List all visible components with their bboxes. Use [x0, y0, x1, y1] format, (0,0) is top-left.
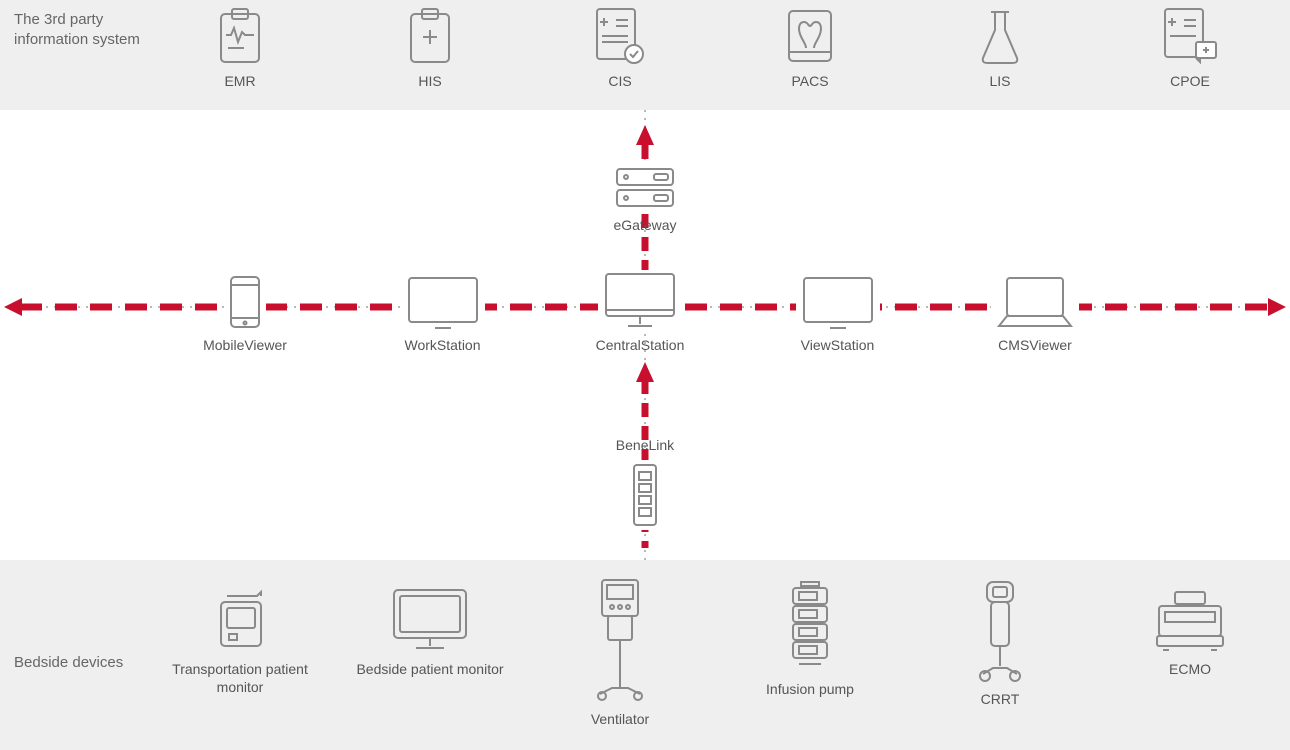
node-label: LIS: [989, 72, 1010, 90]
node-centralstation: CentralStation: [555, 270, 725, 354]
node-ventilator: Ventilator: [540, 574, 700, 728]
bottom-row: Transportation patient monitor Bedside p…: [160, 574, 1270, 728]
node-label: WorkStation: [405, 336, 481, 354]
node-cis: CIS: [540, 6, 700, 90]
emr-icon: [216, 6, 264, 66]
node-cmsviewer: CMSViewer: [950, 270, 1120, 354]
node-label: HIS: [418, 72, 441, 90]
node-label: Infusion pump: [766, 680, 854, 698]
node-label: CentralStation: [596, 336, 685, 354]
bottom-band-label: Bedside devices: [14, 653, 123, 673]
benelink-node: BeneLink: [0, 430, 1290, 530]
benelink-label: BeneLink: [616, 436, 674, 454]
monitor-icon: [796, 270, 880, 330]
node-transport: Transportation patient monitor: [160, 574, 320, 696]
node-ecmo: ECMO: [1110, 574, 1270, 678]
node-infusion: Infusion pump: [730, 574, 890, 698]
crrt-icon: [973, 574, 1027, 684]
cis-icon: [592, 6, 648, 66]
node-label: Ventilator: [591, 710, 649, 728]
node-bedside: Bedside patient monitor: [350, 574, 510, 678]
top-band-label: The 3rd party information system: [14, 10, 154, 49]
egateway-label: eGateway: [613, 216, 676, 234]
node-label: PACS: [791, 72, 828, 90]
node-mobileviewer: MobileViewer: [160, 270, 330, 354]
ventilator-icon: [590, 574, 650, 704]
node-pacs: PACS: [730, 6, 890, 90]
laptop-icon: [991, 270, 1079, 330]
node-viewstation: ViewStation: [753, 270, 923, 354]
phone-icon: [224, 270, 266, 330]
module-icon: [629, 460, 661, 530]
node-label: EMR: [224, 72, 255, 90]
node-label: ECMO: [1169, 660, 1211, 678]
transport-icon: [209, 574, 271, 654]
pacs-icon: [784, 6, 836, 66]
monitor-icon: [401, 270, 485, 330]
node-label: MobileViewer: [203, 336, 287, 354]
node-label: ViewStation: [801, 336, 875, 354]
node-lis: LIS: [920, 6, 1080, 90]
node-cpoe: CPOE: [1110, 6, 1270, 90]
server-icon: [610, 162, 680, 210]
node-label: Transportation patient monitor: [160, 660, 320, 696]
node-emr: EMR: [160, 6, 320, 90]
infusion-icon: [785, 574, 835, 674]
his-icon: [406, 6, 454, 66]
top-row: EMR HIS CIS: [160, 6, 1270, 90]
node-label: CIS: [608, 72, 631, 90]
node-label: Bedside patient monitor: [356, 660, 503, 678]
node-crrt: CRRT: [920, 574, 1080, 708]
node-label: CMSViewer: [998, 336, 1072, 354]
egateway-node: eGateway: [0, 162, 1290, 234]
node-label: CRRT: [981, 690, 1020, 708]
node-workstation: WorkStation: [358, 270, 528, 354]
ecmo-icon: [1153, 574, 1227, 654]
lis-icon: [975, 6, 1025, 66]
node-label: CPOE: [1170, 72, 1210, 90]
bedside-icon: [388, 574, 472, 654]
node-his: HIS: [350, 6, 510, 90]
desktop-icon: [598, 270, 682, 330]
cpoe-icon: [1160, 6, 1220, 66]
mid-row: MobileViewer WorkStation CentralStation: [160, 270, 1120, 354]
